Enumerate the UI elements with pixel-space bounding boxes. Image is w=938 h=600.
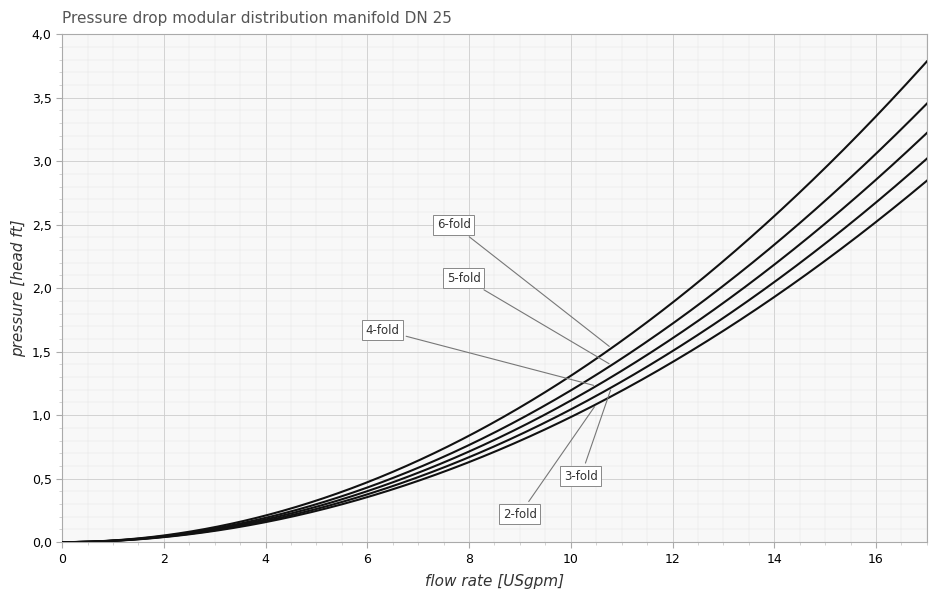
Text: 3-fold: 3-fold — [564, 390, 611, 482]
Text: 5-fold: 5-fold — [447, 272, 609, 364]
Text: 4-fold: 4-fold — [366, 323, 594, 385]
X-axis label: flow rate [USgpm]: flow rate [USgpm] — [425, 574, 564, 589]
Text: 2-fold: 2-fold — [503, 407, 595, 521]
Text: Pressure drop modular distribution manifold DN 25: Pressure drop modular distribution manif… — [62, 11, 452, 26]
Text: 6-fold: 6-fold — [437, 218, 610, 346]
Y-axis label: pressure [head ft]: pressure [head ft] — [11, 220, 26, 357]
